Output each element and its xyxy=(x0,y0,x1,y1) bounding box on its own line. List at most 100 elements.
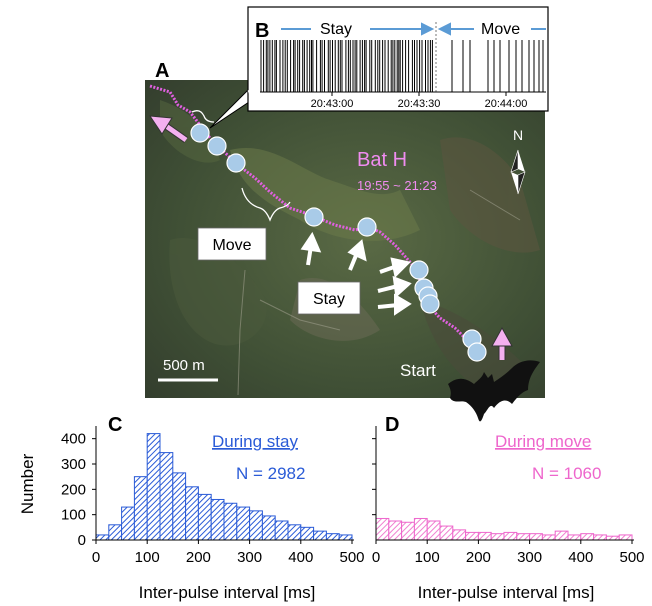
brace-icon xyxy=(191,110,215,123)
panel-label-c: C xyxy=(108,414,122,436)
chart-c-annotation: N = 2982 xyxy=(236,464,305,483)
histogram-bar xyxy=(580,533,595,541)
histogram-bar xyxy=(375,517,390,541)
histogram-bar xyxy=(593,534,607,541)
histogram-bar xyxy=(490,533,505,541)
histogram-bar xyxy=(338,534,353,541)
x-tick-label: 300 xyxy=(237,549,262,566)
inset-panel: B Stay Move 20:43:00 20:43:30 20:44:00 xyxy=(209,6,549,129)
y-tick-label: 200 xyxy=(61,481,86,498)
histogram-bar xyxy=(452,529,467,541)
chart-d-annotation: N = 1060 xyxy=(532,464,601,483)
x-tick-label: 500 xyxy=(339,549,364,566)
x-tick-label: 200 xyxy=(186,549,211,566)
inset-time-ticks xyxy=(331,92,507,96)
inset-tick-label: 20:43:00 xyxy=(311,98,354,110)
roost-point xyxy=(226,153,246,173)
roost-point xyxy=(304,207,324,227)
histogram-bar xyxy=(210,498,225,541)
bat-name: Bat H xyxy=(357,149,407,171)
y-axis-label: Number xyxy=(18,453,37,514)
roost-point xyxy=(467,342,487,362)
x-tick-label: 400 xyxy=(568,549,593,566)
inset-tick-label: 20:44:00 xyxy=(485,98,528,110)
histogram-bar xyxy=(300,526,315,541)
brace-icon xyxy=(241,187,291,222)
histogram-bar xyxy=(325,533,340,541)
histogram-bar xyxy=(108,524,123,541)
histogram-bar xyxy=(185,486,199,541)
roost-point xyxy=(190,123,210,143)
panel-label-b: B xyxy=(255,20,269,42)
histogram-bar xyxy=(261,515,276,541)
histogram-bar xyxy=(541,534,556,541)
y-tick-label: 0 xyxy=(78,532,86,549)
roost-point xyxy=(409,260,429,280)
inset-stay-label: Stay xyxy=(320,21,352,38)
histogram-during-move: 0 100 200 300 400 500 xyxy=(372,426,645,566)
histogram-bar xyxy=(274,520,289,541)
panel-label-d: D xyxy=(385,414,399,436)
histogram-bar xyxy=(529,533,543,541)
inset-tick-label: 20:43:30 xyxy=(398,98,441,110)
north-label: N xyxy=(513,127,523,143)
map-panel: N Bat H 19:55 ~ 21:23 Move Stay 500 m St… xyxy=(145,80,545,398)
stay-label: Stay xyxy=(313,291,345,308)
chart-d-title: During move xyxy=(495,432,591,451)
north-arrow-icon xyxy=(510,149,526,195)
histogram-bar xyxy=(516,533,531,541)
x-tick-label: 100 xyxy=(135,549,160,566)
histogram-bar xyxy=(121,506,135,541)
y-tick-label: 300 xyxy=(61,456,86,473)
histogram-bar xyxy=(503,531,518,541)
histogram-bar xyxy=(413,517,428,541)
histogram-bar xyxy=(197,493,212,541)
move-label-box xyxy=(197,227,267,261)
x-tick-label: 400 xyxy=(288,549,313,566)
x-tick-label: 100 xyxy=(415,549,440,566)
histogram-bar xyxy=(439,525,454,541)
scale-label: 500 m xyxy=(163,357,205,374)
roost-point xyxy=(357,217,377,237)
histogram-bar xyxy=(249,510,263,541)
stay-span-arrows xyxy=(281,22,546,36)
road-lines xyxy=(237,189,521,396)
histogram-bar xyxy=(477,531,492,541)
x-tick-label: 500 xyxy=(619,549,644,566)
x-axis-label-d: Inter-pulse interval [ms] xyxy=(418,583,595,602)
histogram-bar xyxy=(401,521,415,541)
bat-icon xyxy=(448,360,540,422)
x-tick-label: 0 xyxy=(372,549,380,566)
direction-arrow-icon xyxy=(149,115,189,143)
stay-arrows xyxy=(300,231,412,316)
histogram-bar xyxy=(388,520,403,541)
roost-point xyxy=(207,136,227,156)
move-label: Move xyxy=(212,237,251,254)
direction-arrow-icon xyxy=(491,326,513,360)
time-range: 19:55 ~ 21:23 xyxy=(357,178,437,193)
histogram-bar xyxy=(313,530,327,541)
histogram-bar xyxy=(236,506,251,541)
y-tick-label: 100 xyxy=(61,507,86,524)
histogram-bar xyxy=(287,524,302,541)
x-tick-label: 0 xyxy=(92,549,100,566)
roost-points xyxy=(190,123,487,362)
histogram-bar xyxy=(465,531,479,541)
stay-label-box xyxy=(297,281,361,315)
histogram-bar xyxy=(95,534,110,541)
x-tick-label: 200 xyxy=(466,549,491,566)
histogram-bar xyxy=(567,534,582,541)
histogram-bar xyxy=(172,472,187,541)
x-tick-label: 300 xyxy=(517,549,542,566)
panel-label-a: A xyxy=(155,60,169,82)
histogram-bar xyxy=(146,433,161,541)
chart-c-title: During stay xyxy=(212,432,298,451)
pulse-train xyxy=(260,40,544,92)
histogram-bar xyxy=(426,520,441,541)
y-tick-label: 400 xyxy=(61,431,86,448)
histogram-bar xyxy=(223,502,238,541)
x-axis-label-c: Inter-pulse interval [ms] xyxy=(139,583,316,602)
histogram-bar xyxy=(554,530,569,541)
histogram-bar xyxy=(605,535,620,541)
